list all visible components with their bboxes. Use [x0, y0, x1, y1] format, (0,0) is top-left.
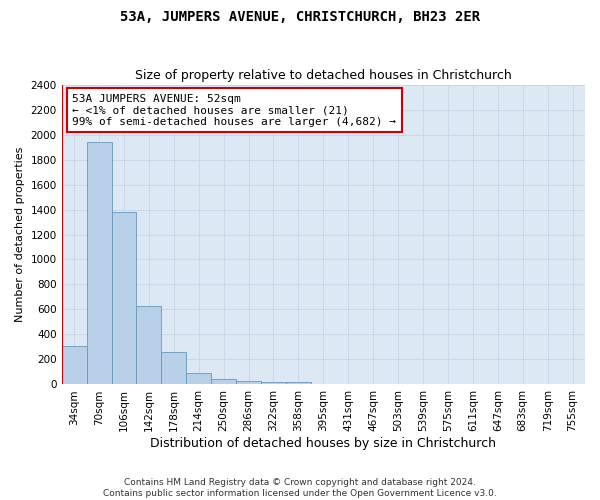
Text: 53A, JUMPERS AVENUE, CHRISTCHURCH, BH23 2ER: 53A, JUMPERS AVENUE, CHRISTCHURCH, BH23 …: [120, 10, 480, 24]
Text: Contains HM Land Registry data © Crown copyright and database right 2024.
Contai: Contains HM Land Registry data © Crown c…: [103, 478, 497, 498]
Bar: [136, 306, 161, 384]
Bar: [236, 382, 261, 384]
Text: 53A JUMPERS AVENUE: 52sqm
← <1% of detached houses are smaller (21)
99% of semi-: 53A JUMPERS AVENUE: 52sqm ← <1% of detac…: [72, 94, 396, 127]
Title: Size of property relative to detached houses in Christchurch: Size of property relative to detached ho…: [135, 69, 512, 82]
Bar: [261, 382, 286, 384]
Y-axis label: Number of detached properties: Number of detached properties: [15, 147, 25, 322]
Bar: [86, 142, 112, 384]
Bar: [112, 212, 136, 384]
Bar: [161, 352, 186, 384]
Bar: [62, 346, 86, 385]
X-axis label: Distribution of detached houses by size in Christchurch: Distribution of detached houses by size …: [151, 437, 496, 450]
Bar: [186, 373, 211, 384]
Bar: [211, 379, 236, 384]
Bar: [286, 382, 311, 384]
